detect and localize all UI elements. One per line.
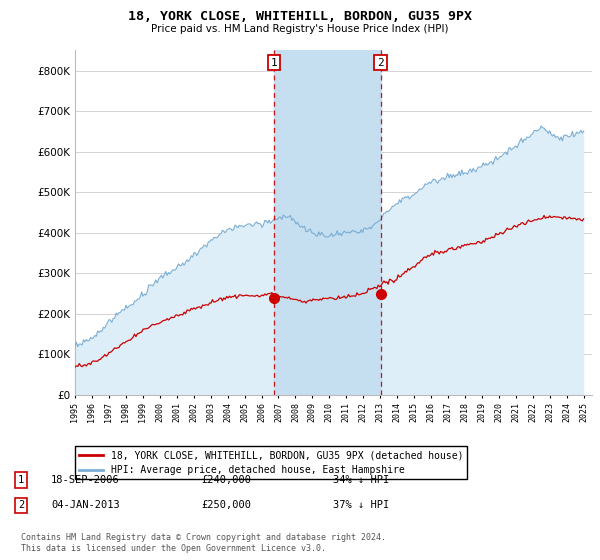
- Text: 1: 1: [271, 58, 277, 68]
- Bar: [274, 50, 380, 395]
- Text: Contains HM Land Registry data © Crown copyright and database right 2024.
This d: Contains HM Land Registry data © Crown c…: [21, 533, 386, 553]
- Text: 04-JAN-2013: 04-JAN-2013: [51, 500, 120, 510]
- Text: 18-SEP-2006: 18-SEP-2006: [51, 475, 120, 485]
- Text: 18, YORK CLOSE, WHITEHILL, BORDON, GU35 9PX: 18, YORK CLOSE, WHITEHILL, BORDON, GU35 …: [128, 10, 472, 23]
- Text: 34% ↓ HPI: 34% ↓ HPI: [333, 475, 389, 485]
- Text: 2: 2: [18, 500, 24, 510]
- Legend: 18, YORK CLOSE, WHITEHILL, BORDON, GU35 9PX (detached house), HPI: Average price: 18, YORK CLOSE, WHITEHILL, BORDON, GU35 …: [74, 446, 467, 479]
- Text: Price paid vs. HM Land Registry's House Price Index (HPI): Price paid vs. HM Land Registry's House …: [151, 24, 449, 34]
- Text: £240,000: £240,000: [201, 475, 251, 485]
- Text: £250,000: £250,000: [201, 500, 251, 510]
- Text: 1: 1: [18, 475, 24, 485]
- Text: 37% ↓ HPI: 37% ↓ HPI: [333, 500, 389, 510]
- Text: 2: 2: [377, 58, 384, 68]
